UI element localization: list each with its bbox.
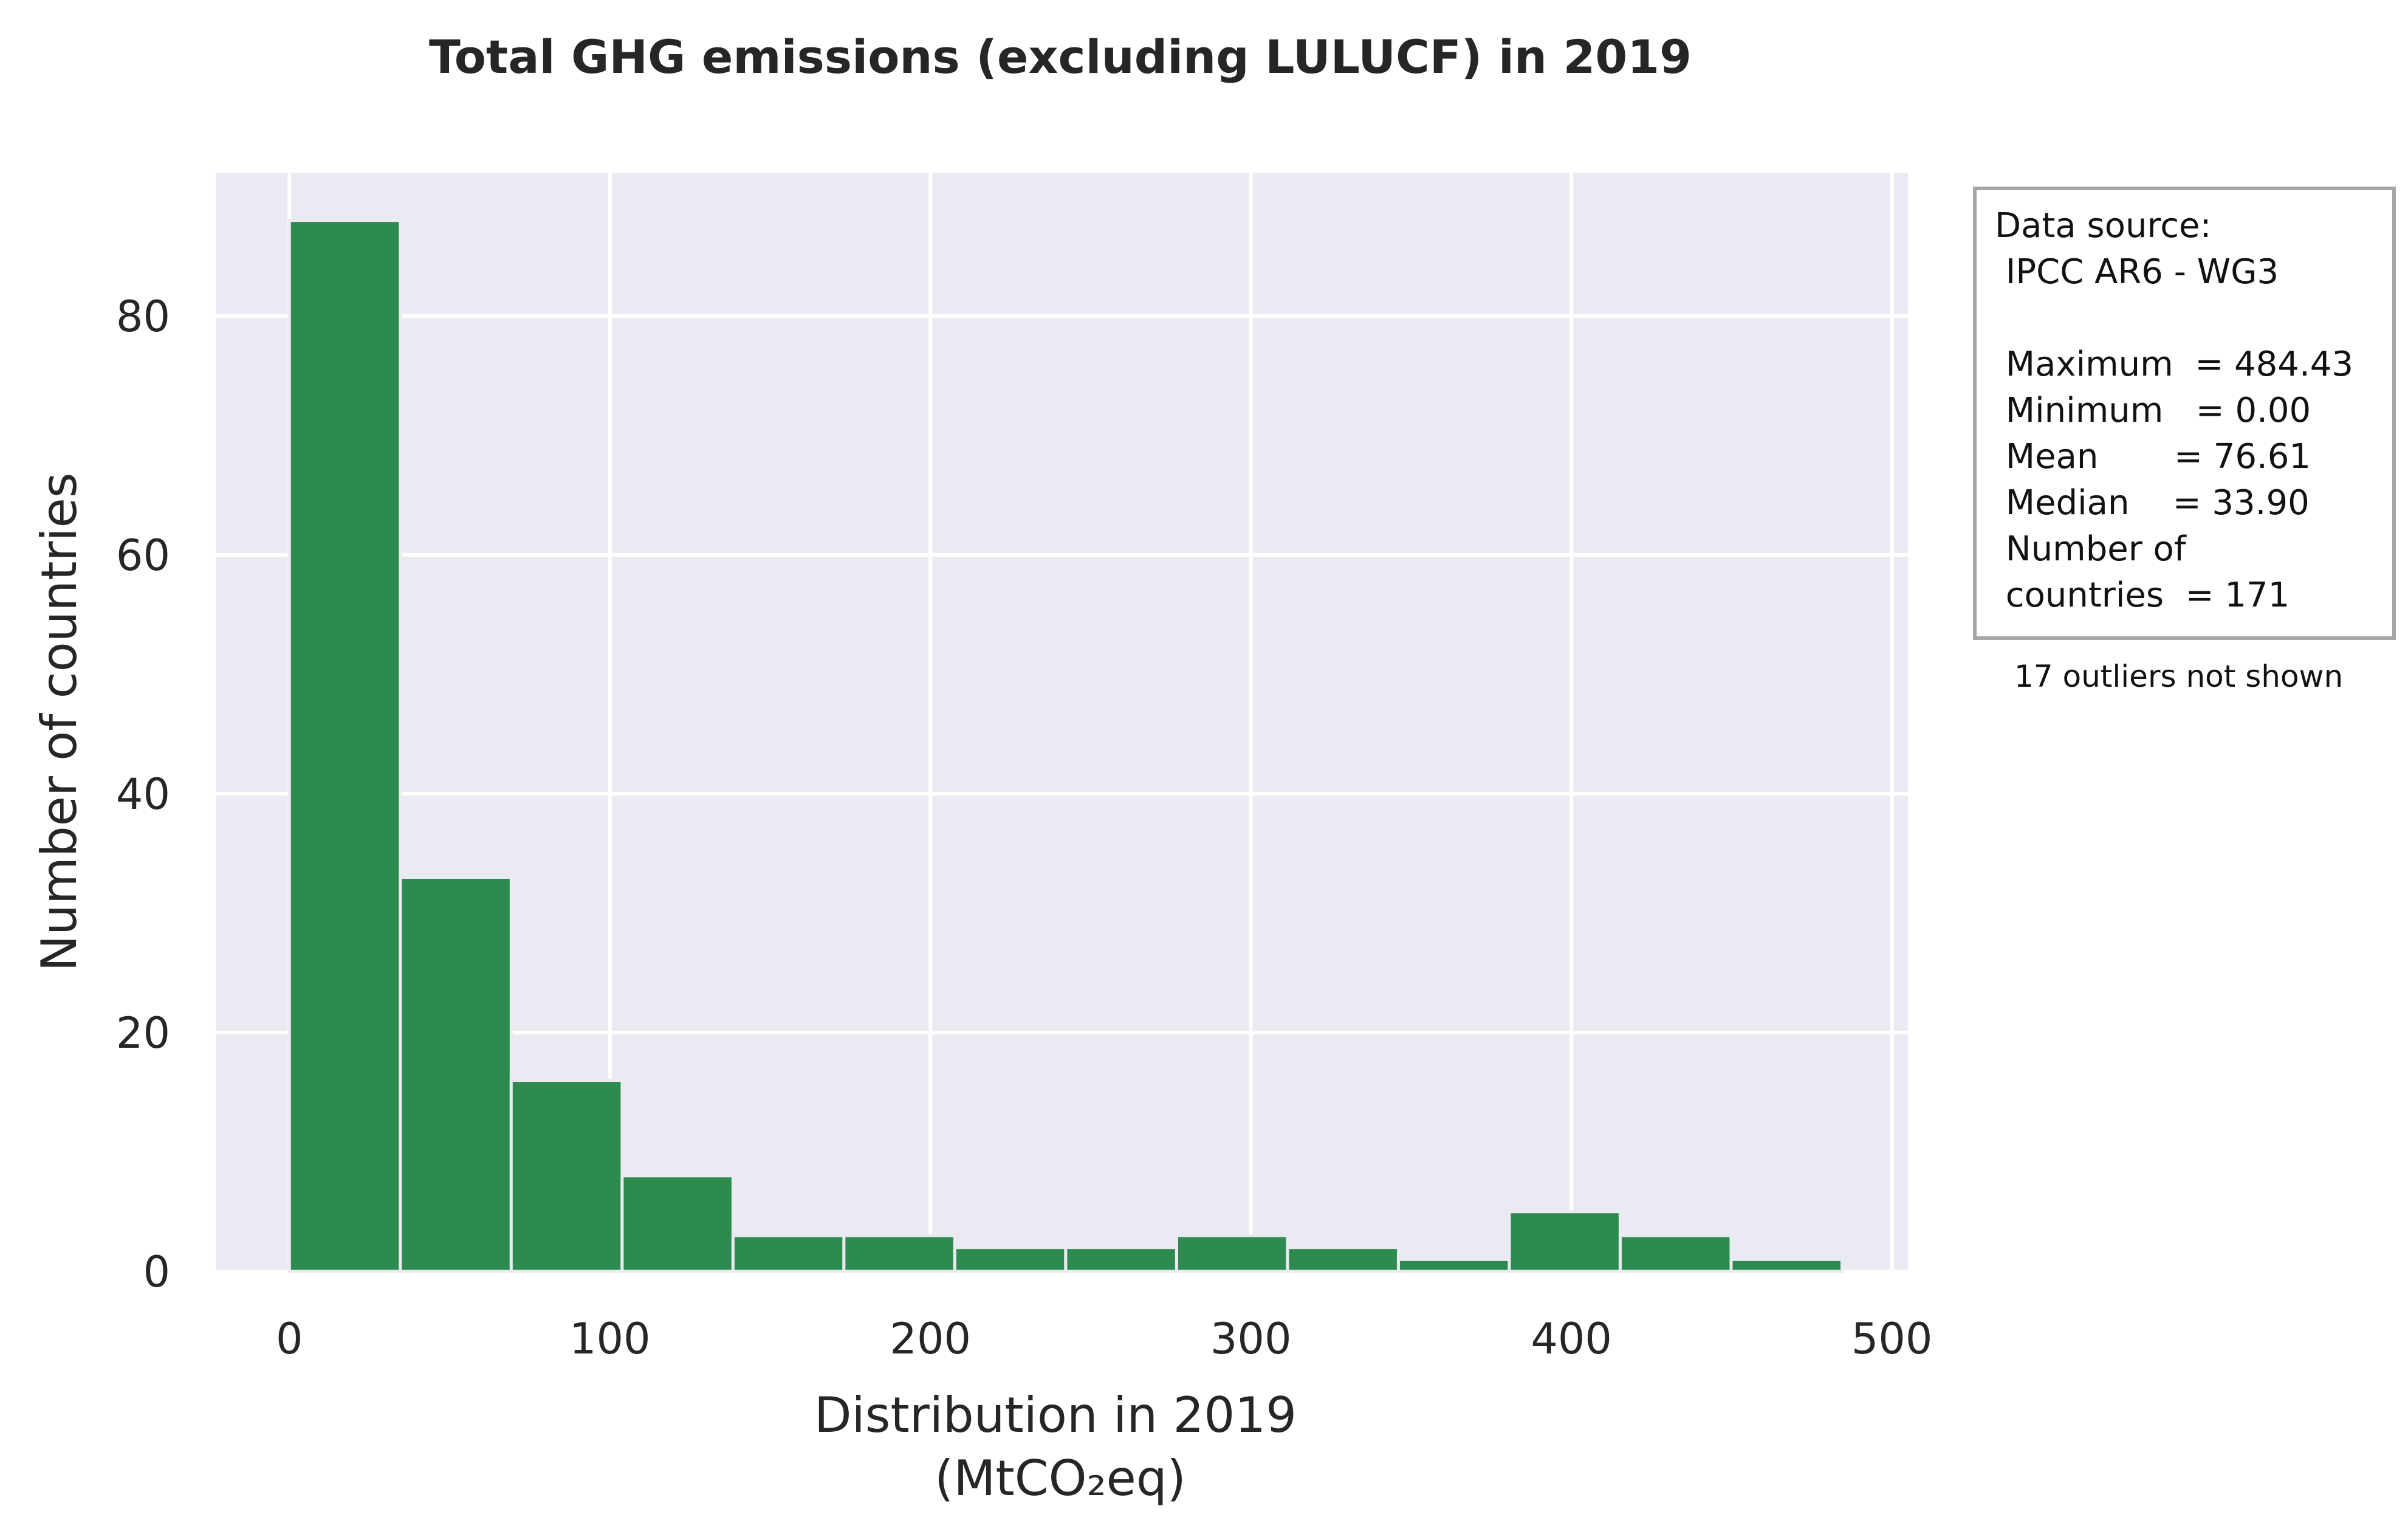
x-tick-label: 500	[1851, 1314, 1933, 1364]
x-tick-label: 100	[569, 1314, 651, 1364]
info-box-text: Data source: IPCC AR6 - WG3 Maximum = 48…	[1995, 206, 2353, 615]
info-box-line: Maximum = 484.43	[1995, 345, 2353, 384]
histogram-bar	[620, 1174, 735, 1273]
histogram-bar	[1508, 1210, 1622, 1273]
x-tick-label: 200	[890, 1314, 971, 1364]
histogram-bar	[953, 1246, 1068, 1273]
histogram-bar	[1396, 1257, 1511, 1273]
histogram-bar	[509, 1079, 624, 1273]
x-tick-label: 0	[276, 1314, 303, 1364]
x-axis-label-line2: (MtCO₂eq)	[935, 1450, 1186, 1507]
y-tick-labels: 0 20 40 60 80	[116, 292, 170, 1297]
histogram-bar	[1064, 1246, 1178, 1273]
x-tick-label: 300	[1210, 1314, 1292, 1364]
info-box-line: Data source:	[1995, 206, 2211, 246]
y-tick-label: 80	[116, 292, 170, 342]
histogram-bars	[287, 219, 1844, 1273]
histogram-bar	[731, 1234, 846, 1273]
histogram-bar	[1618, 1234, 1733, 1273]
info-box-line: Minimum = 0.00	[1995, 391, 2311, 430]
x-axis-label-line1: Distribution in 2019	[814, 1387, 1297, 1443]
info-box-line: IPCC AR6 - WG3	[1995, 252, 2279, 292]
x-tick-label: 400	[1531, 1314, 1612, 1364]
y-tick-label: 40	[116, 769, 170, 819]
outliers-note: 17 outliers not shown	[2014, 659, 2343, 694]
histogram-bar	[1729, 1257, 1844, 1273]
info-box	[1973, 187, 2396, 640]
x-tick-labels: 0 100 200 300 400 500	[276, 1314, 1932, 1364]
info-box-line: Mean = 76.61	[1995, 437, 2311, 476]
chart-title: Total GHG emissions (excluding LULUCF) i…	[429, 30, 1692, 84]
y-tick-label: 0	[143, 1247, 170, 1297]
info-box-line: Number of	[1995, 529, 2187, 569]
info-box-line: Median = 33.90	[1995, 483, 2310, 523]
histogram-bar	[1175, 1234, 1289, 1273]
y-tick-label: 60	[116, 531, 170, 580]
histogram-bar	[287, 219, 402, 1273]
histogram-bar	[399, 875, 513, 1273]
y-axis-label: Number of countries	[31, 472, 87, 971]
histogram-bar	[842, 1234, 956, 1273]
histogram-bar	[1286, 1246, 1400, 1273]
y-tick-label: 20	[116, 1008, 170, 1058]
info-box-line: countries = 171	[1995, 576, 2290, 615]
